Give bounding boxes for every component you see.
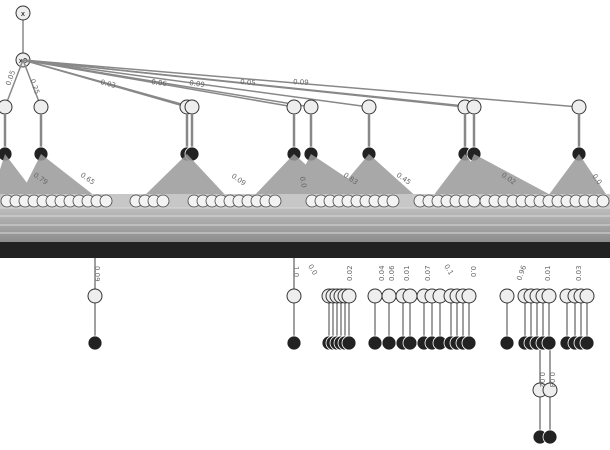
leaf-node-6 <box>304 100 318 114</box>
edge-label-upper-a: 0.03 <box>99 78 116 90</box>
edge-label-low-7: 0.01 <box>403 265 411 281</box>
edge-label-low-9: 0.1 <box>442 263 454 277</box>
edge-label-low-10: 0.0 <box>469 266 477 277</box>
edge-label-low-4: 0.02 <box>346 265 354 281</box>
edge-label-low-11: 0.96 <box>515 264 528 282</box>
lower-dark-nodes <box>88 336 594 444</box>
first-leaf-row <box>0 100 586 114</box>
root-label: x <box>21 10 25 18</box>
leaf-node-7 <box>362 100 376 114</box>
edge-label-bottom-2: 0.03 <box>548 372 556 388</box>
edge-label-low-5: 0.04 <box>378 265 386 281</box>
leaf-node-5 <box>287 100 301 114</box>
edge-label-low-2: 1.0 <box>292 266 300 277</box>
leaf-node-9 <box>467 100 481 114</box>
edge-label-upper-d: 0.05 <box>240 78 256 87</box>
edge-label-bottom-1: 0.02 <box>538 372 546 388</box>
edge-label-low-8: 0.07 <box>424 265 432 281</box>
edge-label-upper-b: 0.06 <box>151 78 168 88</box>
edge-label-mid-3: 0.09 <box>230 172 247 187</box>
edge-label-mid-2: 0.65 <box>79 171 96 186</box>
leaf-node-4 <box>185 100 199 114</box>
edge-label-low-13: 0.03 <box>575 265 583 281</box>
leaf-node-1 <box>0 100 12 114</box>
edge-label-low-1: 0.09 <box>93 266 101 282</box>
edge-label-root-left: 0.05 <box>4 69 17 86</box>
dense-band <box>0 194 610 258</box>
edge-label-low-6: 0.06 <box>388 265 396 281</box>
leaf-node-10 <box>572 100 586 114</box>
edge-label-root-second: 0.25 <box>28 78 41 95</box>
root-group: x x0 <box>16 6 30 67</box>
lower-edge-labels: 0.09 1.0 0.0 0.02 0.04 0.06 0.01 0.07 0.… <box>93 263 583 282</box>
edge-label-low-12: 0.01 <box>544 265 552 281</box>
edge-label-upper-e: 0.09 <box>293 78 309 87</box>
edge-label-low-3: 0.0 <box>306 263 318 277</box>
leaf-node-2 <box>34 100 48 114</box>
